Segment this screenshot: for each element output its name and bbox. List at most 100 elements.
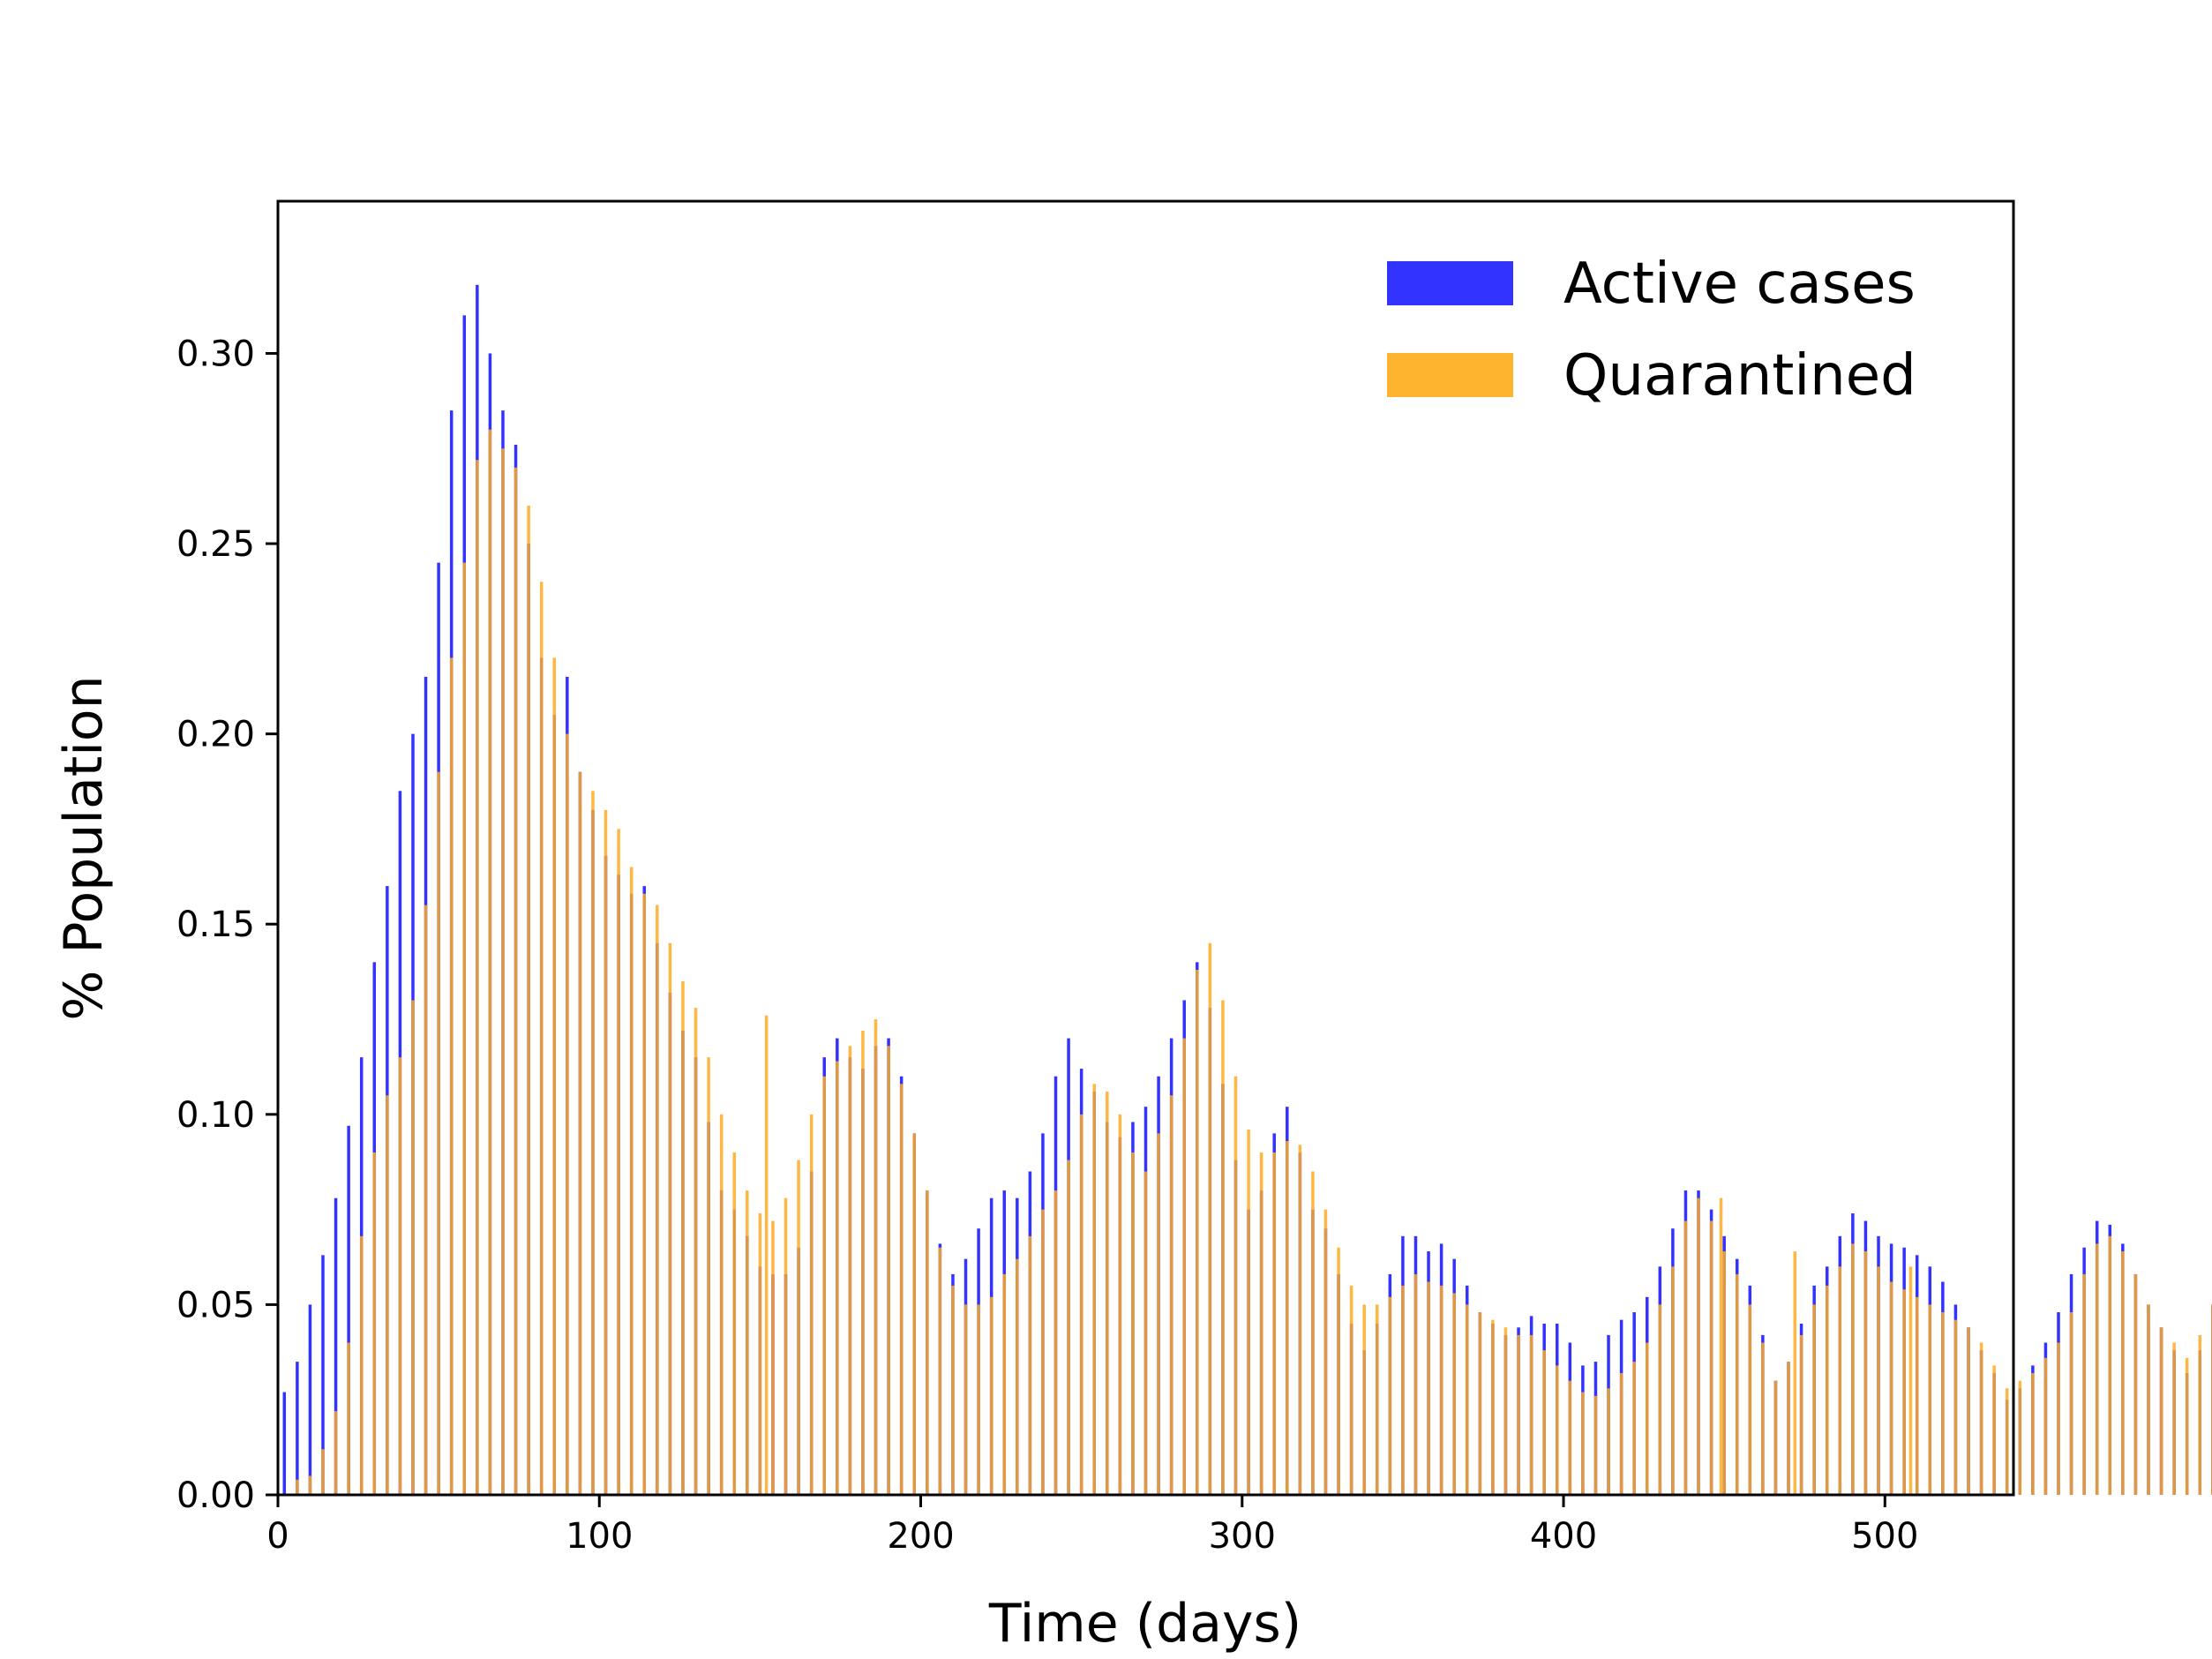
- x-tick-label: 0: [266, 1516, 289, 1557]
- quarantined-bar: [707, 1057, 710, 1495]
- quarantined-bar: [308, 1475, 312, 1495]
- quarantined-bar: [1337, 1247, 1340, 1495]
- plot-frame: [276, 199, 2015, 1497]
- quarantined-bar: [642, 893, 647, 1495]
- quarantined-bar: [347, 1342, 350, 1495]
- quarantined-bar: [1683, 1220, 1688, 1495]
- legend: Active cases Quarantined: [1387, 251, 1916, 409]
- quarantined-bar: [822, 1076, 826, 1495]
- quarantined-bar: [2172, 1342, 2176, 1495]
- quarantined-bar: [1658, 1304, 1662, 1495]
- quarantined-bar: [462, 562, 467, 1495]
- legend-swatch-quarantined: [1387, 353, 1513, 397]
- quarantined-bar: [656, 905, 659, 1495]
- quarantined-bar: [1581, 1392, 1585, 1495]
- quarantined-bar: [1272, 1152, 1276, 1495]
- quarantined-bar: [989, 1296, 994, 1495]
- quarantined-bar: [1478, 1312, 1482, 1495]
- y-tick-label: 0.00: [176, 1475, 255, 1516]
- quarantined-bar: [1092, 1084, 1096, 1495]
- x-tick-label: 400: [1530, 1516, 1597, 1557]
- y-tick-label: 0.10: [176, 1095, 255, 1136]
- quarantined-bar: [488, 429, 492, 1496]
- quarantined-bar: [2185, 1357, 2189, 1495]
- quarantined-bar: [1041, 1209, 1045, 1495]
- quarantined-bar: [1388, 1296, 1392, 1495]
- quarantined-bar: [912, 1133, 916, 1495]
- active-cases-bar: [347, 1125, 350, 1495]
- quarantined-bar: [1247, 1130, 1250, 1495]
- quarantined-bar: [746, 1190, 749, 1495]
- quarantined-bar: [2121, 1251, 2125, 1495]
- quarantined-bar: [1503, 1327, 1508, 1495]
- y-tick-label: 0.15: [176, 905, 255, 945]
- quarantined-bar: [1452, 1293, 1456, 1495]
- quarantined-bar: [1002, 1273, 1006, 1495]
- quarantined-bar: [1118, 1114, 1122, 1495]
- legend-label-quarantined: Quarantined: [1563, 343, 1916, 409]
- quarantined-bar: [398, 1057, 402, 1495]
- quarantined-bar: [1221, 1000, 1225, 1495]
- quarantined-bar: [1517, 1334, 1520, 1495]
- quarantined-bar: [1838, 1266, 1842, 1495]
- quarantined-bar: [1529, 1334, 1533, 1495]
- y-axis-label: % Population: [53, 675, 115, 1020]
- quarantined-bar: [2057, 1342, 2060, 1495]
- quarantined-bar: [668, 942, 672, 1495]
- quarantined-bar: [539, 582, 544, 1496]
- quarantined-bar: [1491, 1319, 1495, 1495]
- quarantined-bars: [296, 429, 2212, 1496]
- quarantined-bar: [1735, 1273, 1739, 1495]
- x-tick-label: 200: [887, 1516, 954, 1557]
- quarantined-bar: [1439, 1285, 1443, 1495]
- quarantined-bar: [501, 448, 505, 1495]
- quarantined-bar: [719, 1114, 724, 1495]
- quarantined-bar: [848, 1046, 852, 1495]
- quarantined-bar: [437, 771, 440, 1495]
- x-axis-label: Time (days): [988, 1593, 1301, 1655]
- quarantined-bar: [449, 657, 454, 1495]
- quarantined-bar: [874, 1019, 878, 1495]
- quarantined-bar: [1106, 1091, 1109, 1495]
- quarantined-bar: [809, 1114, 814, 1495]
- quarantined-bar: [2133, 1273, 2138, 1495]
- quarantined-bar: [1259, 1152, 1263, 1495]
- quarantined-bar: [2108, 1235, 2112, 1495]
- quarantined-bar: [2147, 1304, 2150, 1495]
- quarantined-bar: [424, 905, 428, 1495]
- quarantined-bar: [578, 771, 582, 1495]
- quarantined-bar: [476, 460, 479, 1496]
- quarantined-bar: [1825, 1285, 1829, 1495]
- quarantined-spike: [1719, 1197, 1723, 1495]
- quarantined-bar: [1311, 1171, 1315, 1495]
- quarantined-bar: [1902, 1289, 1906, 1495]
- quarantined-bar: [1067, 1160, 1070, 1495]
- quarantined-spike: [764, 1015, 769, 1495]
- quarantined-bar: [2031, 1373, 2035, 1495]
- quarantined-bar: [758, 1212, 762, 1495]
- quarantined-bar: [1851, 1243, 1855, 1495]
- quarantined-bar: [2159, 1327, 2163, 1495]
- quarantined-bar: [1079, 1114, 1084, 1495]
- quarantined-bar: [1632, 1362, 1636, 1495]
- quarantined-bar: [1466, 1304, 1469, 1495]
- quarantined-bar: [1233, 1076, 1238, 1495]
- quarantined-bar: [1349, 1285, 1353, 1495]
- quarantined-bar: [1413, 1273, 1418, 1495]
- quarantined-bar: [784, 1197, 788, 1495]
- quarantined-bar: [732, 1152, 736, 1495]
- quarantined-bar: [964, 1304, 968, 1495]
- quarantined-bar: [1028, 1235, 1032, 1495]
- quarantined-bar: [681, 980, 685, 1495]
- quarantined-bar: [372, 1152, 377, 1495]
- quarantined-bar: [836, 1061, 839, 1495]
- quarantined-bar: [2043, 1357, 2048, 1495]
- quarantined-bar: [2095, 1243, 2099, 1495]
- quarantined-bar: [1169, 1095, 1173, 1495]
- quarantined-bar: [1979, 1342, 1983, 1495]
- quarantined-bar: [2082, 1273, 2086, 1495]
- quarantined-bar: [1877, 1266, 1880, 1495]
- quarantined-bar: [1208, 942, 1212, 1495]
- quarantined-bar: [1568, 1380, 1572, 1495]
